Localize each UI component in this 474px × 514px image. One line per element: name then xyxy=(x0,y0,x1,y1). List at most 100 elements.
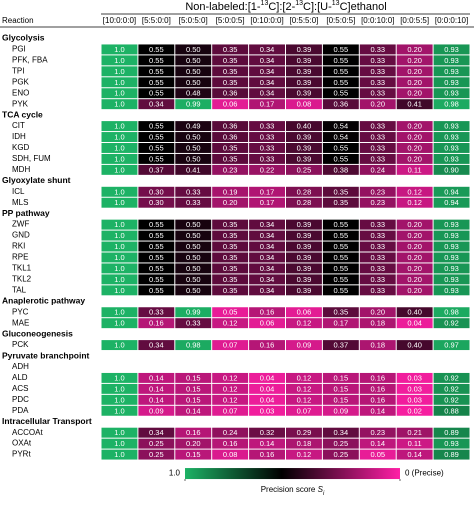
heat-cell xyxy=(212,186,249,197)
column-label: [5:0:5:0] xyxy=(179,16,208,25)
heat-cell xyxy=(249,252,285,263)
cell-label: 0.33 xyxy=(370,220,385,229)
cell-label: 0.09 xyxy=(149,406,164,415)
group-label: Gluconeogenesis xyxy=(2,328,73,338)
heat-cell xyxy=(249,372,285,383)
cell-label: 0.92 xyxy=(444,373,459,382)
cell-label: 0.04 xyxy=(407,319,422,328)
heat-cell xyxy=(286,186,322,197)
cell-label: 0.24 xyxy=(370,165,385,174)
cell-label: 0.03 xyxy=(407,395,422,404)
heat-cell xyxy=(286,340,322,351)
heat-cell xyxy=(175,77,212,88)
heat-cell xyxy=(175,372,212,383)
cell-label: 0.35 xyxy=(223,67,238,76)
heat-cell xyxy=(359,285,396,296)
heat-cell xyxy=(396,77,433,88)
cell-label: 0.23 xyxy=(370,198,385,207)
cell-label: 0.92 xyxy=(444,395,459,404)
cell-label: 0.50 xyxy=(186,286,201,295)
heat-cell xyxy=(322,372,359,383)
heat-cell xyxy=(212,55,249,66)
heat-cell xyxy=(322,153,359,164)
cell-label: 0.12 xyxy=(297,395,312,404)
row-label: ZWF xyxy=(12,220,29,229)
row-label: IDH xyxy=(12,132,26,141)
heat-cell xyxy=(101,318,138,329)
cell-label: 0.06 xyxy=(223,100,238,109)
cell-label: 0.49 xyxy=(186,122,201,131)
heat-cell xyxy=(212,44,249,55)
heat-cell xyxy=(138,230,175,241)
cell-label: 0.04 xyxy=(260,395,275,404)
title-part: 13 xyxy=(261,0,269,7)
cell-label: 0.20 xyxy=(407,275,422,284)
row-label: TAL xyxy=(12,285,27,294)
cell-label: 0.99 xyxy=(186,100,201,109)
cell-label: 0.36 xyxy=(223,122,238,131)
cell-label: 0.36 xyxy=(223,89,238,98)
cell-label: 0.02 xyxy=(407,406,422,415)
heat-cell xyxy=(101,197,138,208)
cell-label: 0.99 xyxy=(186,308,201,317)
heat-cell xyxy=(433,121,470,132)
heat-cell xyxy=(322,383,359,394)
heat-cell xyxy=(286,153,322,164)
heat-cell xyxy=(212,88,249,99)
cell-label: 0.16 xyxy=(186,428,201,437)
cell-label: 1.0 xyxy=(114,395,124,404)
column-label: [0:0:0:10] xyxy=(435,16,468,25)
cell-label: 0.55 xyxy=(149,78,164,87)
cell-label: 0.93 xyxy=(444,143,459,152)
row-label: ENO xyxy=(12,88,29,97)
cell-label: 0.93 xyxy=(444,253,459,262)
cell-label: 0.40 xyxy=(407,308,422,317)
cell-label: 0.20 xyxy=(407,286,422,295)
cell-label: 0.32 xyxy=(260,428,275,437)
heat-cell xyxy=(359,318,396,329)
cell-label: 0.35 xyxy=(223,231,238,240)
row-header: Reaction xyxy=(2,16,34,25)
cell-label: 0.50 xyxy=(186,264,201,273)
heat-cell xyxy=(175,121,212,132)
cell-label: 0.04 xyxy=(260,373,275,382)
heat-cell xyxy=(249,274,285,285)
heat-cell xyxy=(101,438,138,449)
cell-label: 0.40 xyxy=(407,341,422,350)
cell-label: 0.41 xyxy=(407,100,422,109)
heat-cell xyxy=(286,219,322,230)
cell-label: 0.08 xyxy=(223,450,238,459)
heat-cell xyxy=(286,394,322,405)
group-label: PP pathway xyxy=(2,208,50,218)
cell-label: 0.09 xyxy=(297,341,312,350)
cell-label: 0.50 xyxy=(186,45,201,54)
heat-cell xyxy=(212,241,249,252)
cell-label: 0.33 xyxy=(370,253,385,262)
heat-cell xyxy=(212,285,249,296)
heat-cell xyxy=(286,285,322,296)
heat-cell xyxy=(396,449,433,460)
heat-cell xyxy=(322,438,359,449)
cell-label: 1.0 xyxy=(114,319,124,328)
title-part: 13 xyxy=(295,0,303,7)
cell-label: 1.0 xyxy=(114,100,124,109)
heat-cell xyxy=(433,427,470,438)
heat-cell xyxy=(396,340,433,351)
heat-cell xyxy=(101,164,138,175)
heat-cell xyxy=(396,307,433,318)
cell-label: 0.55 xyxy=(149,154,164,163)
heat-cell xyxy=(433,230,470,241)
cell-label: 0.11 xyxy=(408,439,422,448)
heat-cell xyxy=(138,318,175,329)
cell-label: 0.12 xyxy=(407,198,422,207)
cell-label: 0.14 xyxy=(149,395,164,404)
row-label: ALD xyxy=(12,373,28,382)
column-label: [5:5:0:0] xyxy=(142,16,171,25)
cell-label: 0.55 xyxy=(334,78,349,87)
cell-label: 0.20 xyxy=(407,56,422,65)
heat-cell xyxy=(138,372,175,383)
cell-label: 0.12 xyxy=(297,450,312,459)
cell-label: 0.39 xyxy=(297,143,312,152)
heat-cell xyxy=(138,219,175,230)
cell-label: 0.55 xyxy=(334,231,349,240)
